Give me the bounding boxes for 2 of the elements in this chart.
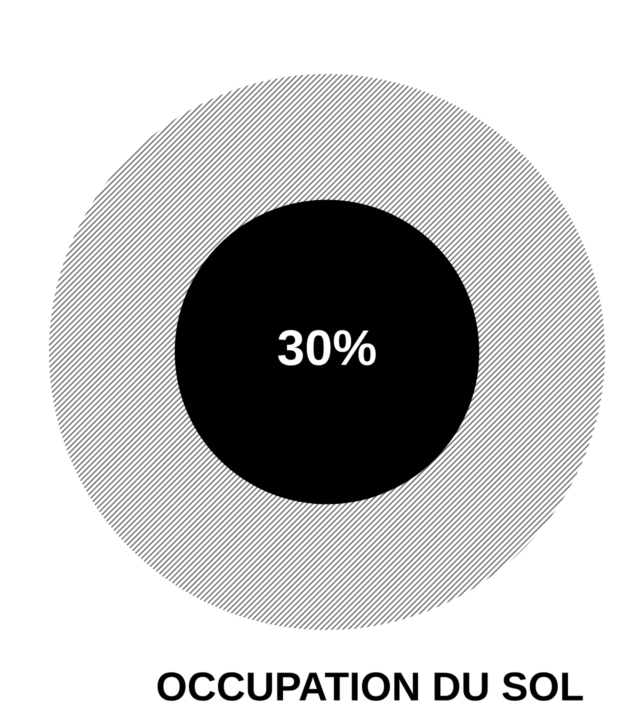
data-label: 30%: [278, 330, 376, 366]
text: OCCUPATION DU SOL: [158, 672, 583, 701]
